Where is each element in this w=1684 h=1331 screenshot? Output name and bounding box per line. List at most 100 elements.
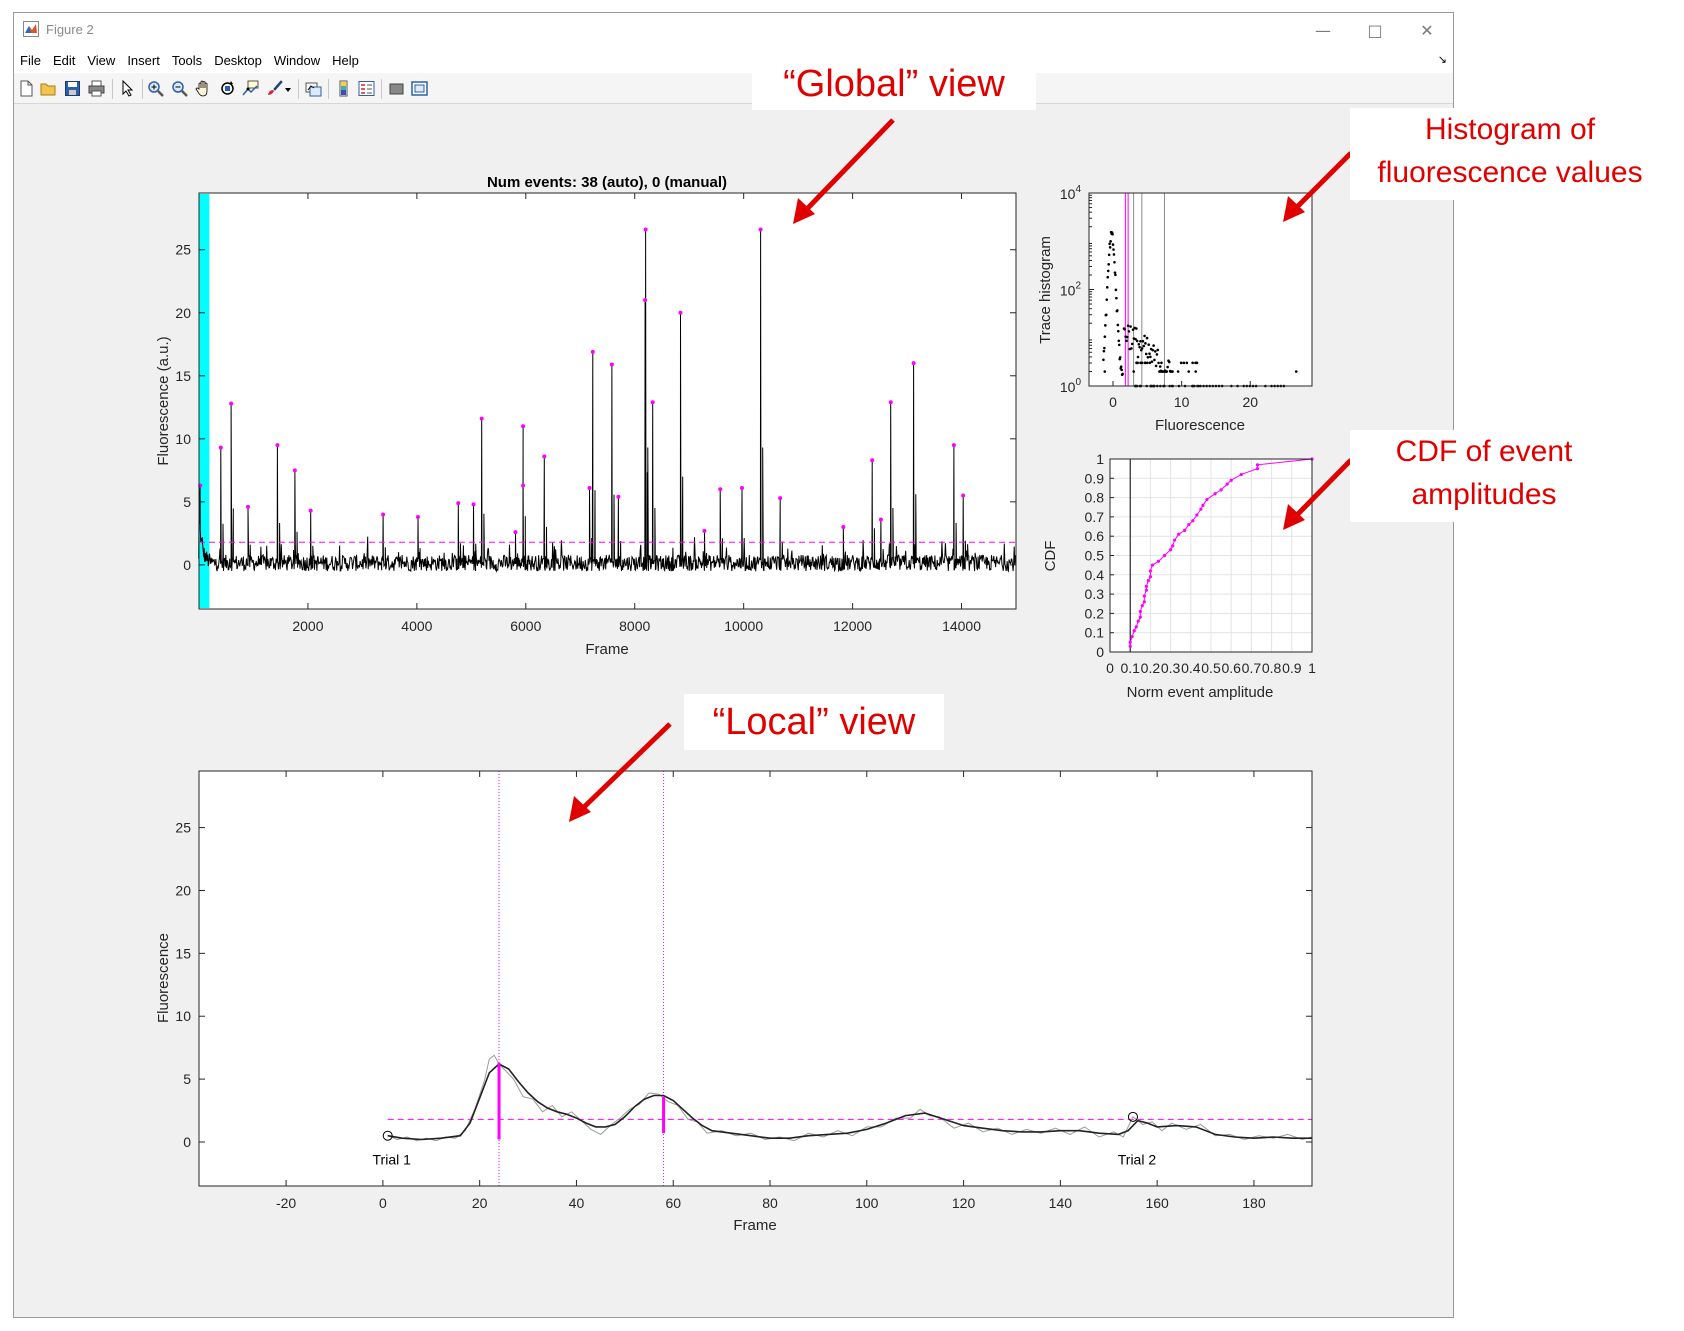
histogram-callout: Histogram of fluorescence values	[1350, 108, 1670, 200]
histogram-point	[1103, 335, 1107, 338]
menu-tools[interactable]: Tools	[171, 52, 203, 68]
event-marker	[218, 445, 223, 450]
local-trace-plot[interactable]: Trial 1 Trial 2 -20 0 20 40 60 80 100 120 140 160 1…	[155, 770, 1313, 1234]
y-tick-label: 20	[175, 882, 191, 898]
histogram-point	[1118, 356, 1122, 359]
cdf-plot[interactable]: 0 0.1 0.2 0.3 0.4 0.5 0.6 0.7 0.8 0.9 100.10.20.30…	[1042, 451, 1316, 701]
x-tick-label: 180	[1242, 1195, 1266, 1211]
arrow-icon	[1283, 196, 1305, 222]
histogram-point	[1147, 343, 1150, 346]
histogram-point	[1126, 324, 1130, 328]
menu-window[interactable]: Window	[273, 52, 321, 68]
show-plot-tools-icon[interactable]	[411, 80, 428, 97]
cdf-point	[1134, 625, 1138, 629]
histogram-point	[1114, 273, 1117, 277]
cdf-point	[1132, 629, 1136, 633]
toolbar-separator	[328, 79, 329, 99]
arrow-icon	[569, 796, 591, 822]
x-tick-label: 0	[1106, 660, 1114, 676]
event-marker	[678, 310, 683, 315]
cdf-point	[1229, 478, 1233, 482]
cdf-point	[1142, 594, 1146, 598]
histogram-point	[1107, 263, 1110, 266]
cdf-callout: CDF of event amplitudes	[1350, 430, 1618, 522]
global-trace-plot[interactable]: 2000 4000 6000 8000 10000 12000 14000 0 5 10 15 20 2…	[155, 174, 1017, 658]
histogram-point	[1136, 355, 1140, 359]
menu-edit[interactable]: Edit	[52, 52, 76, 68]
x-tick-label: 10	[1174, 394, 1190, 410]
histogram-point	[1154, 364, 1158, 368]
menu-desktop[interactable]: Desktop	[214, 52, 262, 68]
histogram-point	[1108, 242, 1111, 246]
hide-plot-tools-icon[interactable]	[388, 80, 405, 97]
x-tick-label: 160	[1145, 1195, 1169, 1211]
histogram-point	[1119, 365, 1123, 369]
dock-arrow-icon[interactable]: ↘	[1437, 54, 1447, 66]
cdf-point	[1205, 497, 1209, 502]
selection-window-highlight	[199, 194, 210, 608]
menu-insert[interactable]: Insert	[127, 52, 160, 68]
cdf-point	[1171, 544, 1175, 548]
y-tick-label: 0	[183, 557, 191, 573]
global-plot-title: Num events: 38 (auto), 0 (manual)	[487, 174, 727, 191]
pan-icon[interactable]	[195, 80, 212, 97]
rotate-icon[interactable]	[219, 80, 236, 97]
cdf-point	[1128, 644, 1132, 648]
histogram-point	[1164, 370, 1167, 373]
x-tick-label: 0.5	[1201, 660, 1221, 676]
y-tick-label: 10	[175, 431, 191, 447]
zoom-out-icon[interactable]	[171, 80, 188, 97]
event-marker	[758, 227, 763, 232]
histogram-point	[1169, 370, 1172, 373]
histogram-point	[1125, 339, 1128, 343]
close-button[interactable]: ✕	[1401, 13, 1453, 47]
new-figure-icon[interactable]	[18, 80, 35, 97]
histogram-point	[1142, 344, 1146, 348]
menu-help[interactable]: Help	[332, 52, 359, 68]
event-marker	[702, 528, 707, 533]
x-tick-label: 0.8	[1262, 660, 1282, 676]
global-x-axis-label: Frame	[585, 641, 628, 658]
y-tick-label: 0.3	[1085, 586, 1105, 602]
colorbar-icon[interactable]	[335, 80, 352, 97]
menu-file[interactable]: File	[20, 52, 41, 68]
cdf-point	[1156, 559, 1161, 563]
histogram-point	[1111, 243, 1115, 246]
y-tick-label: 0	[1096, 644, 1104, 660]
y-tick-label: 100	[1060, 377, 1082, 395]
histogram-point	[1153, 358, 1156, 362]
data-cursor-icon[interactable]	[242, 80, 259, 97]
histogram-point	[1107, 253, 1111, 257]
y-tick-label: 0.1	[1085, 625, 1105, 641]
save-icon[interactable]	[64, 80, 81, 97]
event-marker	[951, 443, 956, 448]
histogram-point	[1116, 323, 1120, 327]
pointer-icon[interactable]	[119, 80, 136, 97]
histogram-plot[interactable]: 0 10 20 100 102 104 Fluorescence Trace histog…	[1037, 184, 1313, 434]
event-marker	[246, 504, 251, 509]
maximize-icon: □	[1367, 20, 1383, 40]
event-marker	[870, 458, 875, 463]
cdf-point	[1150, 563, 1155, 567]
zoom-in-icon[interactable]	[147, 80, 164, 97]
global-y-axis-label: Fluorescence (a.u.)	[155, 336, 172, 465]
cdf-point	[1142, 600, 1146, 604]
open-file-icon[interactable]	[40, 80, 57, 97]
brush-menu-icon[interactable]	[284, 80, 293, 97]
histogram-point	[1106, 275, 1110, 279]
histogram-point	[1294, 370, 1298, 373]
event-marker	[415, 514, 420, 519]
close-icon: ✕	[1420, 20, 1434, 40]
cdf-point	[1130, 634, 1134, 639]
print-icon[interactable]	[88, 80, 105, 97]
histogram-point	[1103, 346, 1106, 350]
legend-icon[interactable]	[358, 80, 375, 97]
figure-toolbar	[14, 73, 1453, 104]
brush-icon[interactable]	[266, 80, 283, 97]
minimize-button[interactable]: —	[1297, 13, 1349, 47]
menu-view[interactable]: View	[87, 52, 116, 68]
event-marker	[590, 349, 595, 354]
link-plot-icon[interactable]	[305, 80, 322, 97]
maximize-button[interactable]: □	[1349, 13, 1401, 47]
